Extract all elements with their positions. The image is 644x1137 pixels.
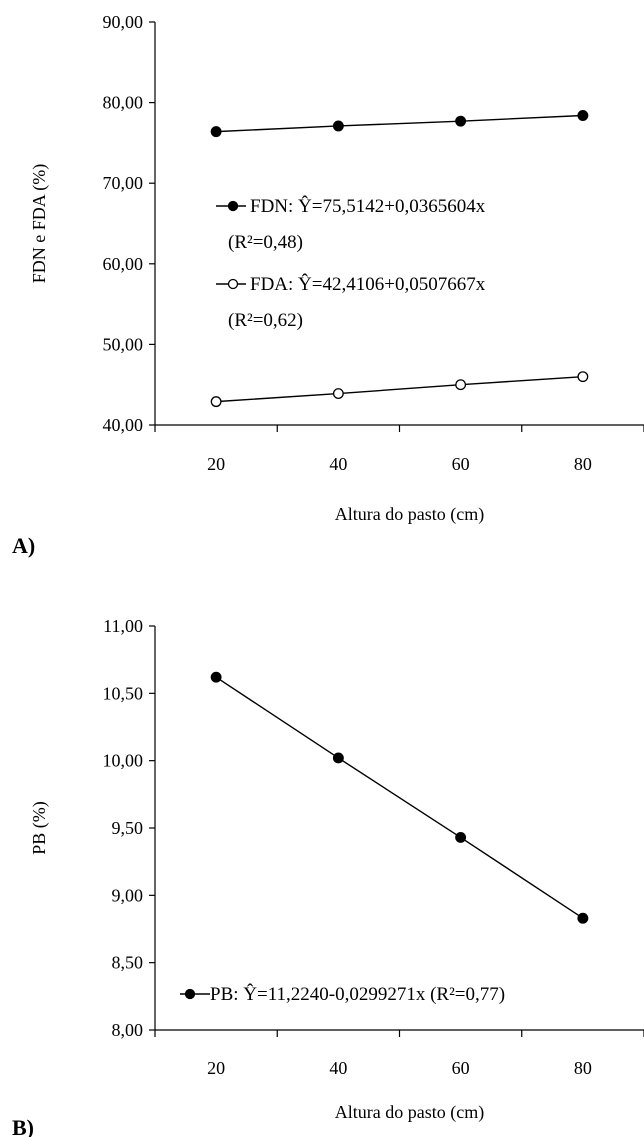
series-line-pb xyxy=(215,676,584,919)
y-axis-label: FDN e FDA (%) xyxy=(29,164,50,284)
data-point-fdn xyxy=(210,126,222,138)
legend-entry: PB: Ŷ=11,2240-0,0299271x (R²=0,77) xyxy=(210,983,505,1005)
y-tick-label: 90,00 xyxy=(103,12,144,32)
y-tick-label: 9,50 xyxy=(112,818,144,838)
y-axis-label: PB (%) xyxy=(29,801,50,855)
y-tick-label: 10,00 xyxy=(103,751,144,771)
data-point-pb xyxy=(332,752,344,764)
x-axis-label: Altura do pasto (cm) xyxy=(335,1102,484,1123)
x-axis-label: Altura do pasto (cm) xyxy=(335,504,484,525)
legend-entry: FDN: Ŷ=75,5142+0,0365604x xyxy=(250,195,486,217)
y-tick-label: 50,00 xyxy=(103,334,144,354)
series-line-fda xyxy=(216,375,583,403)
y-tick-label: 8,00 xyxy=(112,1020,144,1040)
data-point-fda xyxy=(577,371,589,383)
data-point-pb xyxy=(210,671,222,683)
x-tick-label: 60 xyxy=(452,454,470,474)
series-line-fdn xyxy=(216,114,583,133)
x-tick-label: 20 xyxy=(207,454,225,474)
y-tick-label: 40,00 xyxy=(103,415,144,435)
y-tick-label: 8,50 xyxy=(112,953,144,973)
legend-marker xyxy=(227,200,239,212)
data-point-fdn xyxy=(577,110,589,121)
data-point-fdn xyxy=(332,120,344,132)
data-point-fda xyxy=(210,396,222,408)
x-tick-label: 60 xyxy=(452,1058,470,1078)
y-tick-label: 11,00 xyxy=(103,616,143,636)
x-tick-label: 80 xyxy=(574,1058,592,1078)
data-point-fdn xyxy=(455,115,467,127)
x-tick-label: 40 xyxy=(329,454,347,474)
data-point-fda xyxy=(332,388,344,400)
legend-entry-r2: (R²=0,48) xyxy=(228,232,303,253)
y-tick-label: 60,00 xyxy=(103,254,144,274)
panel-label: B) xyxy=(12,1115,34,1137)
legend-marker xyxy=(184,988,196,1000)
panel-label: A) xyxy=(12,533,35,558)
y-tick-label: 10,50 xyxy=(103,683,144,703)
y-tick-label: 80,00 xyxy=(103,93,144,113)
data-point-pb xyxy=(455,831,467,843)
x-tick-label: 80 xyxy=(574,454,592,474)
x-tick-label: 40 xyxy=(329,1058,347,1078)
data-point-pb xyxy=(577,912,589,924)
y-tick-label: 9,00 xyxy=(112,885,144,905)
legend-marker xyxy=(227,278,239,290)
legend-entry-r2: (R²=0,62) xyxy=(228,310,303,331)
data-point-fda xyxy=(455,379,467,391)
legend-entry: FDA: Ŷ=42,4106+0,0507667x xyxy=(250,273,486,295)
y-tick-label: 70,00 xyxy=(103,173,144,193)
x-tick-label: 20 xyxy=(207,1058,225,1078)
